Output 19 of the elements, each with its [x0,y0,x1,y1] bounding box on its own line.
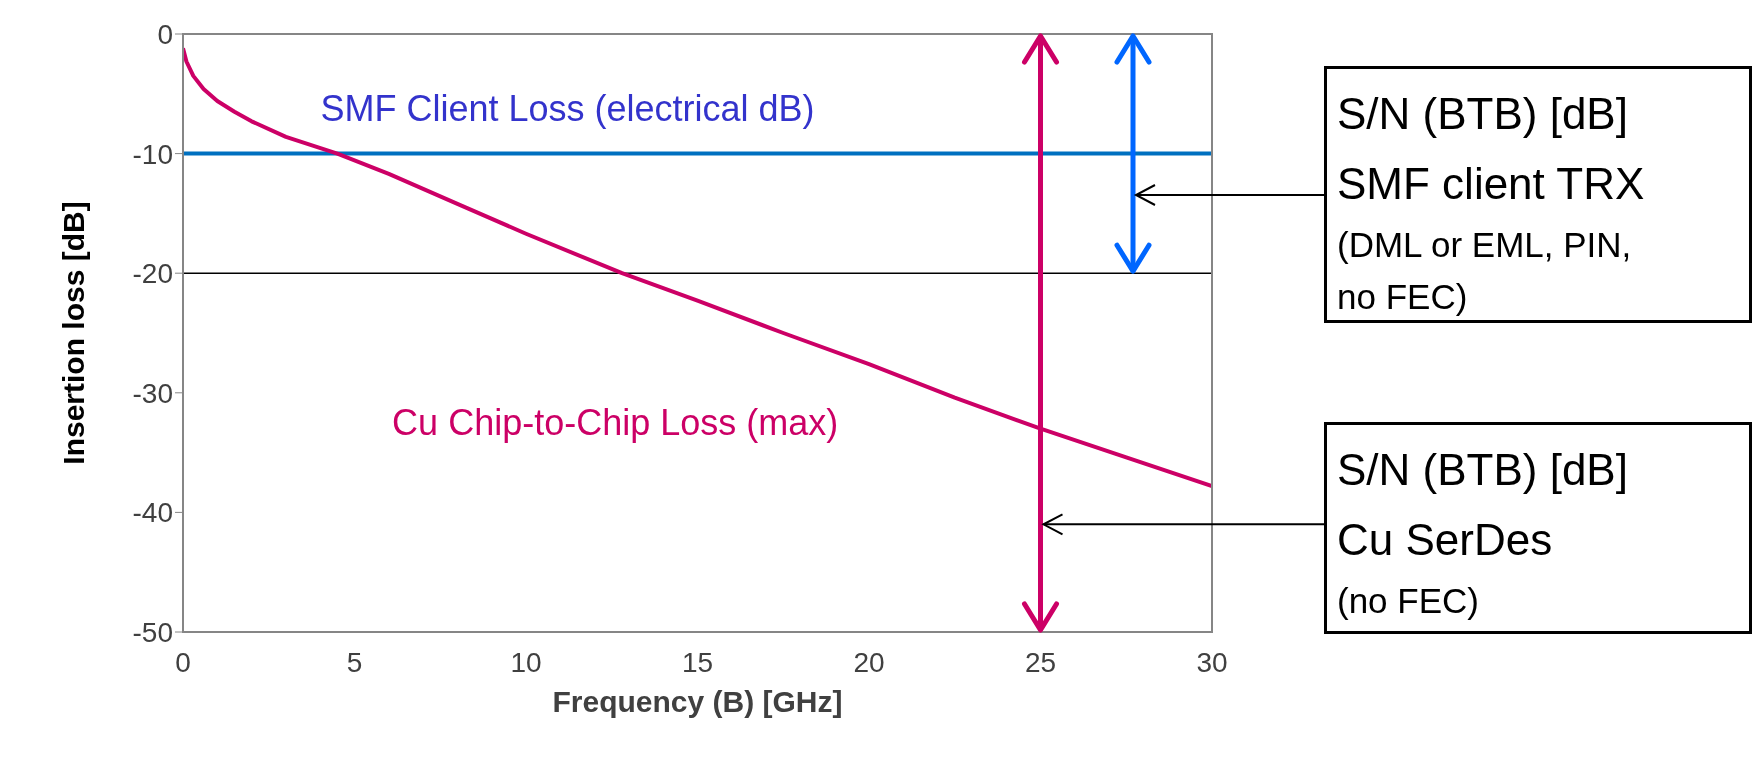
text: S/N (BTB) [dB] SMF client TRX (DML or EML, PIN, no FEC) [1337,88,1646,318]
ref-line-label: SMF Client Loss (electrical dB) [320,88,815,130]
x-tick-label: 20 [853,646,885,678]
y-axis-title: Insertion loss [dB] [56,201,90,465]
x-axis-title: Frequency (B) [GHz] [552,685,843,718]
x-tick-label: 10 [510,646,542,678]
y-tick-label: -30 [132,377,173,409]
y-tick-label: -40 [132,497,173,529]
y-tick-label: -20 [132,258,173,290]
x-tick-label: 5 [346,646,363,678]
x-tick-label: 30 [1196,646,1228,678]
x-tick-label: 15 [681,646,714,678]
y-tick-label: -50 [132,616,173,648]
annotation: S/N (BTB) [dB] Cu SerDes (no FEC) [1337,444,1629,622]
y-tick-label: -10 [132,138,173,170]
series-label: Cu Chip-to-Chip Loss (max) [392,401,839,443]
y-tick-label: 0 [157,18,173,50]
line-series [183,46,1212,489]
x-tick-label: 25 [1024,646,1057,678]
